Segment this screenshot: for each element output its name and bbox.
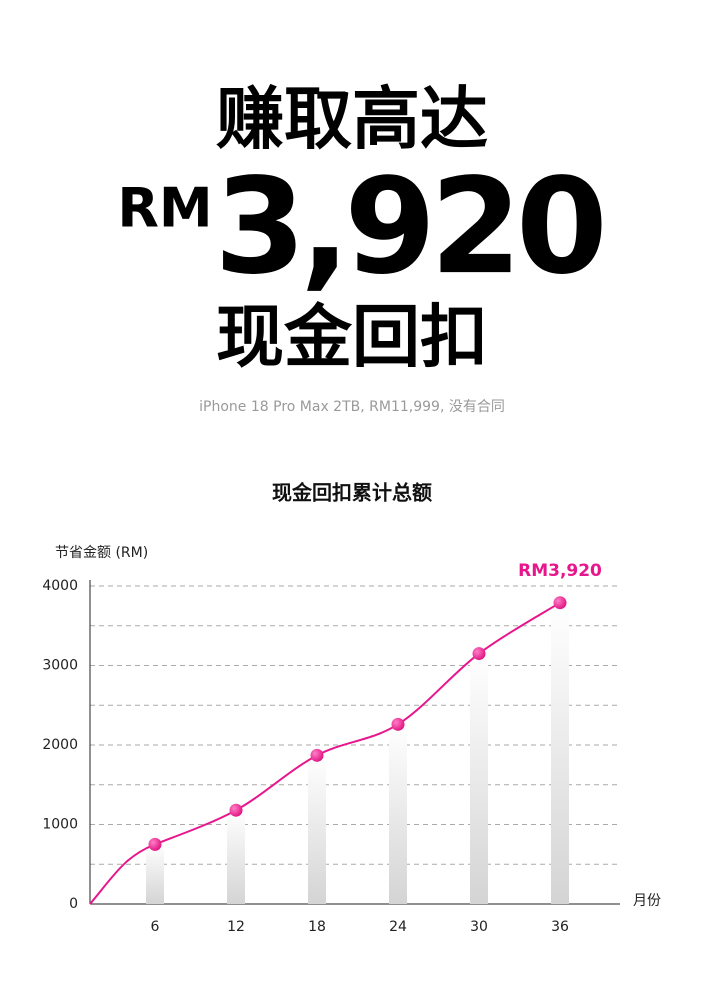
note: iPhone 18 Pro Max 2TB, RM11,999, 没有合同 bbox=[199, 399, 505, 415]
y-tick-label: 0 bbox=[69, 896, 78, 912]
bar bbox=[146, 844, 164, 904]
y-tick-label: 1000 bbox=[42, 817, 78, 833]
point bbox=[229, 803, 243, 817]
bar bbox=[551, 602, 569, 904]
x-axis-label: 月份 bbox=[633, 893, 661, 909]
subheadline: 现金回扣 bbox=[216, 299, 488, 378]
point bbox=[472, 647, 486, 661]
headline: 赚取高达 bbox=[216, 81, 488, 160]
x-tick-label: 12 bbox=[227, 919, 245, 935]
y-tick-label: 3000 bbox=[42, 658, 78, 674]
chart-title: 现金回扣累计总额 bbox=[272, 481, 432, 505]
bar bbox=[308, 755, 326, 904]
x-tick-label: 24 bbox=[389, 919, 407, 935]
currency: RM bbox=[117, 177, 212, 240]
bar bbox=[389, 724, 407, 904]
line-lead-in bbox=[89, 843, 156, 905]
x-tick-label: 18 bbox=[308, 919, 326, 935]
line bbox=[154, 601, 561, 846]
point bbox=[553, 596, 567, 610]
y-axis-label: 节省金额 (RM) bbox=[55, 545, 148, 561]
amount: 3,920 bbox=[214, 150, 602, 304]
x-tick-label: 30 bbox=[470, 919, 488, 935]
y-tick-label: 2000 bbox=[42, 737, 78, 753]
point bbox=[310, 748, 324, 762]
x-tick-label: 6 bbox=[151, 919, 160, 935]
annotation: RM3,920 bbox=[518, 561, 602, 581]
point bbox=[148, 837, 162, 851]
bar bbox=[470, 653, 488, 904]
y-tick-label: 4000 bbox=[42, 578, 78, 594]
point bbox=[391, 717, 405, 731]
x-tick-label: 36 bbox=[551, 919, 569, 935]
bar bbox=[227, 810, 245, 904]
